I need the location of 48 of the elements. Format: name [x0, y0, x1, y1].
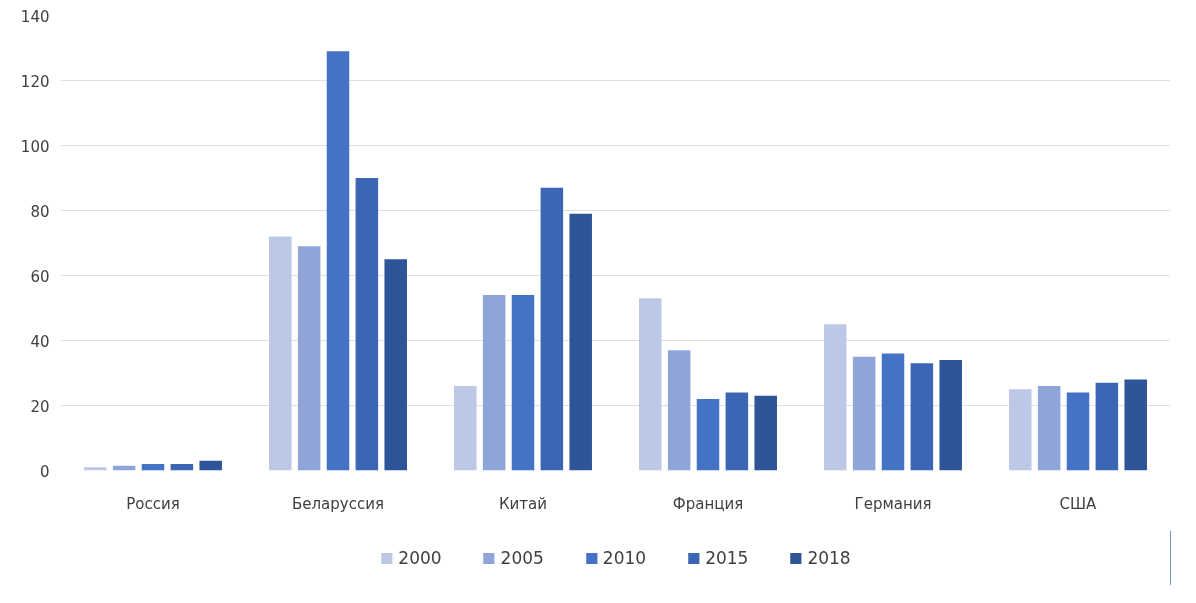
y-tick-label: 20 — [30, 397, 50, 416]
bar — [696, 399, 720, 471]
bar — [725, 392, 749, 471]
bar — [824, 324, 847, 471]
y-tick-label: 100 — [20, 137, 50, 156]
y-tick-label: 120 — [20, 72, 50, 91]
bar — [1037, 386, 1061, 471]
x-tick-label: Китай — [498, 494, 548, 513]
x-tick-label: Россия — [126, 494, 180, 513]
bar — [852, 356, 876, 471]
bar — [667, 350, 691, 471]
legend-label: 2005 — [500, 547, 544, 568]
bar — [754, 395, 777, 471]
bar — [511, 295, 535, 471]
legend-label: 2010 — [602, 547, 647, 568]
bar — [881, 353, 905, 471]
x-tick-label: США — [1059, 494, 1098, 513]
y-tick-label: 80 — [30, 202, 50, 221]
y-tick-label: 60 — [30, 267, 50, 286]
y-tick-label: 40 — [30, 332, 50, 351]
bar — [1124, 379, 1147, 471]
x-tick-label: Германия — [854, 494, 932, 513]
y-tick-label: 0 — [39, 462, 50, 481]
bar — [384, 259, 407, 471]
legend-label: 2018 — [807, 547, 851, 568]
x-tick-label: Франция — [672, 494, 744, 513]
bar — [84, 467, 107, 471]
bar — [297, 246, 321, 471]
bar — [170, 464, 194, 471]
bar — [141, 464, 165, 471]
bar — [199, 460, 222, 471]
bar — [1009, 389, 1032, 471]
bar — [454, 386, 477, 471]
legend-label: 2000 — [398, 547, 442, 568]
bar — [569, 213, 592, 471]
bar — [1066, 392, 1090, 471]
bar — [639, 298, 662, 471]
bar — [269, 236, 292, 471]
bar — [540, 187, 564, 471]
legend-label: 2015 — [705, 547, 749, 568]
bar — [326, 51, 350, 471]
bar — [910, 363, 934, 471]
bar — [1095, 382, 1119, 471]
bar — [482, 295, 506, 471]
bar — [355, 178, 379, 471]
bar — [939, 360, 962, 471]
y-tick-label: 140 — [20, 7, 50, 26]
x-tick-label: Беларуссия — [292, 494, 384, 513]
